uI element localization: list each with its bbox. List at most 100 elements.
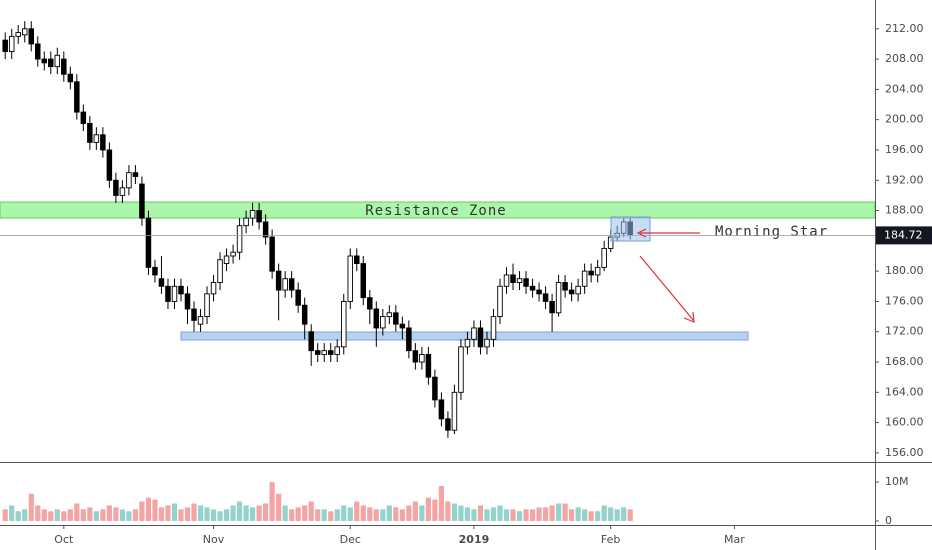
volume-bar	[217, 511, 223, 521]
last-price-label: 184.72	[884, 228, 923, 241]
volume-bar	[601, 505, 607, 521]
candle-body	[568, 289, 575, 295]
volume-bar	[250, 507, 256, 521]
volume-bar	[2, 509, 8, 521]
volume-bar	[549, 505, 555, 521]
volume-bar	[562, 503, 568, 521]
volume-bar	[367, 507, 373, 521]
candle-body	[126, 172, 132, 189]
volume-bar	[354, 501, 360, 521]
volume-bar	[61, 511, 67, 521]
volume-bar	[341, 505, 347, 521]
candle-body	[451, 391, 458, 431]
volume-bar	[425, 497, 431, 521]
candle-body	[54, 54, 61, 68]
volume-bar	[48, 511, 54, 521]
candle-body	[165, 285, 171, 302]
volume-bar	[67, 509, 73, 521]
y-tick-label: 212.00	[885, 22, 924, 35]
volume-bar	[132, 509, 139, 521]
candle-body	[510, 274, 516, 283]
candle-body	[119, 187, 126, 196]
volume-bar	[406, 505, 412, 521]
candle-body	[354, 255, 360, 265]
volume-bar	[106, 505, 112, 521]
arrow-head	[636, 228, 647, 238]
candle-body	[438, 399, 445, 420]
volume-bar	[41, 509, 47, 521]
candle-body	[87, 123, 93, 143]
volume-bar	[113, 507, 119, 521]
candle-body	[262, 221, 269, 238]
volume-bar	[516, 511, 523, 521]
y-tick-label: 160.00	[885, 416, 924, 429]
volume-bar	[276, 493, 282, 521]
candle-body	[48, 58, 54, 68]
candle-body	[301, 304, 308, 325]
y-tick-label: 176.00	[885, 294, 924, 307]
volume-bar	[360, 505, 366, 521]
arrow-down	[639, 255, 695, 322]
candle-body	[529, 285, 536, 291]
volume-bar	[230, 505, 236, 521]
candle-body	[594, 266, 601, 276]
candle-body	[113, 179, 119, 196]
support-zone	[180, 331, 749, 341]
volume-bar	[152, 499, 158, 521]
volume-bar	[328, 511, 334, 521]
candle-body	[516, 278, 523, 283]
volume-bar	[373, 509, 379, 521]
candle-body	[249, 210, 256, 219]
x-tick-label: Feb	[601, 533, 620, 546]
candle-body	[321, 350, 327, 355]
candle-body	[282, 278, 288, 291]
volume-bar	[386, 505, 392, 521]
candle-body	[106, 149, 113, 181]
morning-star-box	[610, 216, 651, 242]
volume-bar	[321, 509, 327, 521]
volume-bar	[393, 507, 399, 521]
volume-bar	[503, 509, 510, 521]
candle-body	[184, 293, 191, 310]
volume-bar	[627, 509, 633, 521]
volume-bar	[334, 509, 340, 521]
candle-body	[243, 217, 249, 227]
volume-bar	[295, 507, 301, 521]
candle-body	[503, 274, 510, 287]
volume-bar	[308, 501, 314, 521]
volume-bar	[432, 499, 438, 521]
candle-body	[145, 217, 152, 268]
candle-body	[490, 316, 497, 340]
candle-body	[393, 312, 399, 325]
y2-tick-label: 10M	[885, 475, 909, 488]
candle-body	[412, 350, 419, 363]
resistance-label: Resistance Zone	[365, 203, 506, 219]
candle-body	[432, 376, 438, 401]
candle-body	[601, 247, 607, 268]
volume-bar	[263, 503, 269, 521]
candle-body	[581, 270, 588, 287]
candle-body	[458, 346, 464, 393]
volume-bar	[80, 509, 86, 521]
candle-body	[419, 354, 425, 363]
y-tick-label: 180.00	[885, 264, 924, 277]
volume-bar	[419, 505, 425, 521]
candle-body	[2, 39, 8, 52]
volume-bar	[158, 507, 165, 521]
arrow-head	[683, 311, 695, 323]
volume-bar	[595, 511, 601, 521]
volume-bar	[204, 507, 210, 521]
volume-bar	[15, 511, 21, 521]
volume-bar	[542, 507, 549, 521]
volume-bar	[126, 511, 132, 521]
x-tick-label: Mar	[724, 533, 745, 546]
x-tick-label: Dec	[340, 533, 361, 546]
candle-body	[367, 297, 373, 310]
y-tick-label: 192.00	[885, 173, 924, 186]
volume-bar	[165, 505, 171, 521]
candle-body	[28, 28, 35, 45]
volume-bar	[139, 501, 145, 521]
candle-body	[445, 418, 451, 431]
candle-body	[15, 32, 21, 37]
